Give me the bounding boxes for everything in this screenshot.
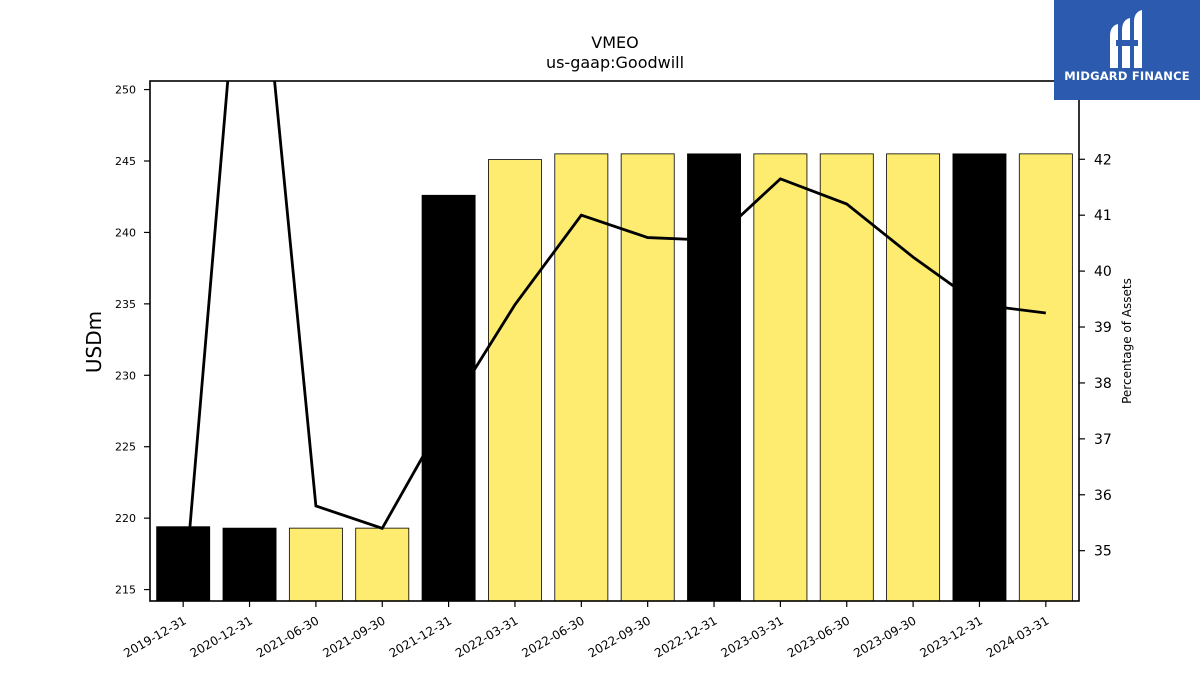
x-tick-label: 2021-12-31 (387, 613, 454, 660)
y2-tick-label: 36 (1094, 488, 1112, 504)
y-tick-label: 215 (115, 584, 136, 597)
y2-tick-label: 38 (1094, 376, 1112, 392)
x-tick-label: 2021-09-30 (320, 613, 387, 660)
y2-tick-label: 35 (1094, 544, 1112, 560)
x-tick-label: 2020-12-31 (188, 613, 255, 660)
bar-2022-03-31 (488, 159, 542, 601)
y-tick-label: 235 (115, 298, 136, 311)
y2-tick-label: 40 (1094, 264, 1112, 280)
y-axis-label: USDm (82, 311, 106, 373)
x-tick-label: 2022-12-31 (652, 613, 719, 660)
bar-2023-03-31 (753, 153, 808, 601)
chart-title: VMEO (591, 33, 638, 52)
x-tick-label: 2023-06-30 (785, 613, 852, 660)
bar-2022-12-31 (687, 153, 741, 601)
y-tick-label: 250 (115, 84, 136, 97)
x-tick-label: 2022-06-30 (519, 613, 586, 660)
bar-2021-12-31 (421, 194, 476, 601)
x-tick-label: 2022-09-30 (586, 613, 653, 660)
y-tick-label: 245 (115, 155, 136, 168)
x-tick-label: 2023-12-31 (918, 613, 985, 660)
bar-2023-06-30 (819, 153, 874, 601)
y-tick-label: 240 (115, 226, 136, 239)
y2-tick-label: 41 (1094, 208, 1112, 224)
midgard-logo-icon (1110, 10, 1142, 68)
x-tick-label: 2024-03-31 (984, 613, 1051, 660)
y2-tick-label: 39 (1094, 320, 1112, 336)
percentage-of-assets-line (182, 81, 1046, 601)
y2-axis-label: Percentage of Assets (1120, 278, 1134, 404)
bar-2024-03-31 (1018, 153, 1073, 601)
bar-2023-09-30 (886, 153, 941, 601)
y-tick-label: 220 (115, 512, 136, 525)
x-axis: 2019-12-312020-12-312021-06-302021-09-30… (121, 601, 1051, 660)
bars-layer (156, 153, 1073, 601)
bar-2020-12-31 (222, 527, 277, 601)
x-tick-label: 2022-03-31 (453, 613, 520, 660)
chart-subtitle: us-gaap:Goodwill (546, 53, 684, 72)
x-tick-label: 2023-09-30 (851, 613, 918, 660)
plot-frame (149, 80, 1080, 602)
bar-2021-09-30 (355, 527, 410, 601)
left-axis: 215 220 225 230 235 240 245 250 (115, 84, 150, 597)
logo-text: MIDGARD FINANCE (1064, 69, 1190, 83)
y2-tick-label: 37 (1094, 432, 1112, 448)
x-tick-label: 2019-12-31 (121, 613, 188, 660)
right-axis: 35 36 37 38 39 40 41 42 (1079, 152, 1112, 560)
bar-2022-09-30 (620, 153, 675, 601)
y-tick-label: 230 (115, 369, 136, 382)
bar-2019-12-31 (156, 526, 211, 601)
bar-2021-06-30 (288, 527, 343, 601)
bar-2023-12-31 (952, 153, 1007, 601)
bar-2022-06-30 (554, 153, 609, 601)
x-tick-label: 2023-03-31 (718, 613, 785, 660)
y2-tick-label: 42 (1094, 152, 1112, 168)
x-tick-label: 2021-06-30 (254, 613, 321, 660)
y-tick-label: 225 (115, 441, 136, 454)
midgard-finance-logo: MIDGARD FINANCE (1054, 0, 1200, 100)
line-layer (182, 81, 1046, 601)
